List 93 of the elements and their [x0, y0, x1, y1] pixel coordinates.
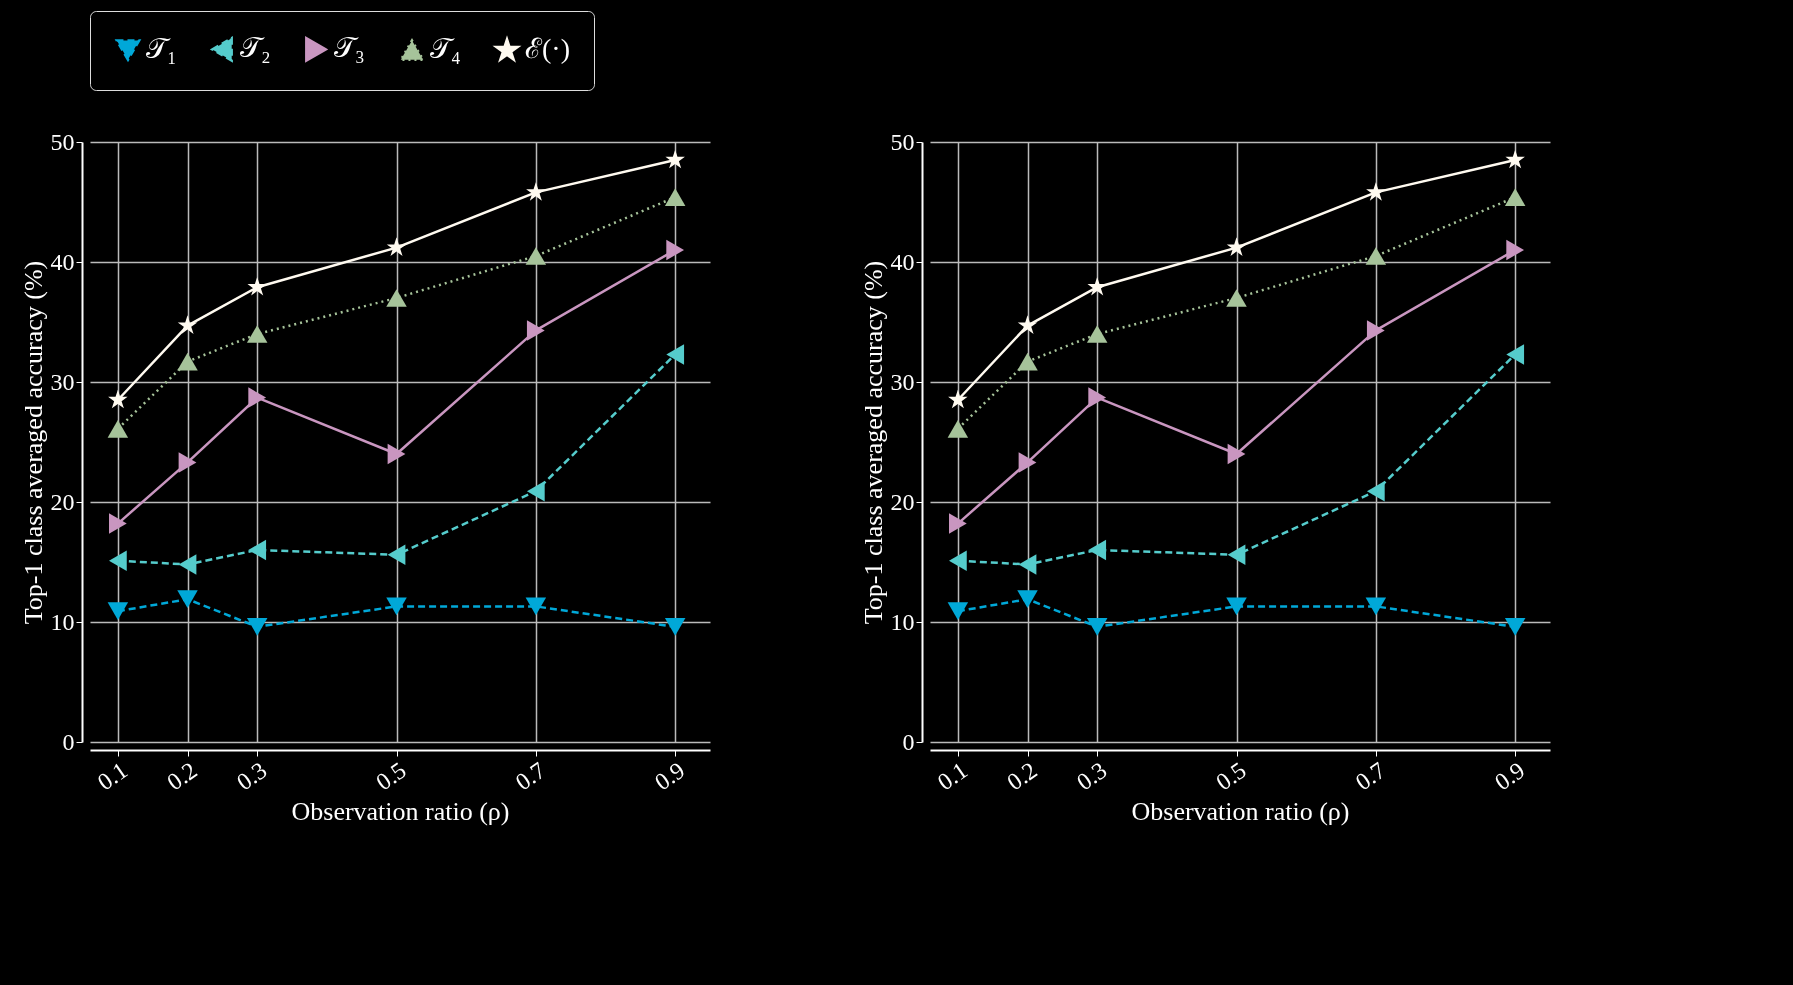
point — [526, 320, 545, 341]
point — [178, 452, 197, 473]
point — [1017, 590, 1038, 609]
point — [1087, 276, 1107, 296]
point — [665, 149, 685, 169]
legend-label: 𝒯₃ — [334, 32, 365, 64]
y-axis-title: Top-1 class averaged accuracy (%) — [18, 260, 48, 625]
point — [1506, 239, 1525, 261]
point — [947, 419, 969, 438]
point — [948, 389, 968, 409]
point — [107, 419, 129, 438]
x-tick-label: 0.7 — [1350, 756, 1391, 796]
point — [525, 597, 547, 616]
x-tick-label: 0.7 — [510, 756, 551, 796]
point — [664, 188, 686, 207]
y-tick-label: 10 — [890, 608, 915, 635]
point — [178, 554, 197, 575]
point — [387, 443, 406, 465]
x-tick-label: 0.9 — [649, 756, 690, 796]
point — [1226, 237, 1247, 256]
x-tick-label: 0.3 — [231, 756, 272, 796]
point — [664, 617, 686, 636]
y-tick-label: 20 — [50, 488, 75, 515]
x-tick-label: 0.1 — [92, 756, 133, 796]
y-tick-label: 50 — [50, 128, 75, 155]
point — [1088, 539, 1107, 561]
point — [666, 239, 685, 261]
legend-label: 𝒯₂ — [240, 32, 271, 64]
y-tick-label: 20 — [890, 488, 915, 515]
x-tick-label: 0.5 — [371, 756, 411, 796]
point — [108, 389, 128, 409]
point — [666, 344, 685, 365]
point — [247, 276, 267, 296]
legend-label: 𝒯₁ — [146, 33, 177, 65]
point — [1366, 480, 1385, 502]
x-tick-label: 0.2 — [1002, 756, 1042, 796]
x-axis-title: Observation ratio (ρ) — [1131, 797, 1350, 827]
point — [526, 480, 545, 502]
point — [386, 289, 407, 307]
x-tick-label: 0.9 — [1489, 756, 1530, 796]
point — [1504, 617, 1526, 636]
point — [386, 597, 407, 616]
point — [1227, 443, 1246, 465]
y-tick-label: 0 — [902, 728, 915, 755]
point — [387, 544, 406, 566]
point — [1366, 320, 1385, 341]
point — [947, 602, 969, 621]
x-tick-label: 0.3 — [1071, 756, 1112, 796]
point — [526, 182, 546, 201]
point — [246, 325, 268, 343]
y-tick-label: 10 — [50, 608, 75, 635]
x-tick-label: 0.1 — [932, 756, 973, 796]
point — [1504, 188, 1526, 207]
point — [1018, 554, 1037, 575]
y-tick-label: 40 — [890, 248, 915, 275]
y-tick-label: 40 — [50, 248, 75, 275]
y-tick-label: 0 — [62, 728, 75, 755]
point — [1227, 544, 1246, 566]
y-tick-label: 50 — [890, 128, 915, 155]
legend-label: ℰ(·) — [525, 33, 570, 65]
point — [1226, 289, 1247, 307]
point — [177, 590, 198, 609]
point — [386, 237, 407, 256]
legend-label: 𝒯₄ — [430, 33, 461, 65]
point — [1017, 352, 1038, 371]
point — [1018, 452, 1037, 473]
y-tick-label: 30 — [50, 368, 75, 395]
x-axis-title: Observation ratio (ρ) — [291, 797, 510, 827]
point — [108, 550, 127, 572]
point — [1086, 325, 1108, 343]
point — [1226, 597, 1247, 616]
point — [177, 315, 198, 334]
point — [108, 513, 127, 534]
point — [1366, 182, 1386, 201]
y-tick-label: 30 — [890, 368, 915, 395]
point — [1365, 597, 1387, 616]
point — [248, 387, 267, 408]
point — [948, 513, 967, 534]
point — [1086, 617, 1108, 636]
x-tick-label: 0.5 — [1211, 756, 1251, 796]
point — [107, 602, 129, 621]
point — [948, 550, 967, 572]
point — [246, 617, 268, 636]
point — [177, 352, 198, 371]
point — [248, 539, 267, 561]
point — [1506, 344, 1525, 365]
point — [1017, 315, 1038, 334]
x-tick-label: 0.2 — [162, 756, 202, 796]
point — [1365, 247, 1387, 265]
y-axis-title: Top-1 class averaged accuracy (%) — [858, 260, 888, 625]
point — [1088, 387, 1107, 408]
point — [525, 247, 547, 265]
point — [1505, 149, 1525, 169]
